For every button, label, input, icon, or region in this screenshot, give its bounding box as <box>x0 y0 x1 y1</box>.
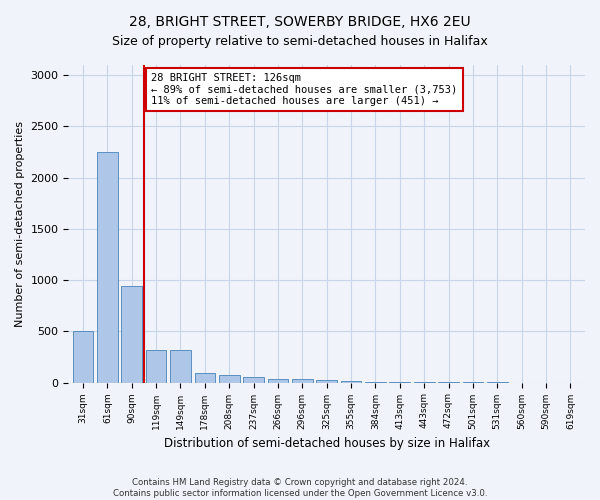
Bar <box>316 380 337 382</box>
Text: 28, BRIGHT STREET, SOWERBY BRIDGE, HX6 2EU: 28, BRIGHT STREET, SOWERBY BRIDGE, HX6 2… <box>129 15 471 29</box>
Bar <box>121 286 142 382</box>
Bar <box>97 152 118 382</box>
Bar <box>341 380 361 382</box>
Bar <box>73 332 94 382</box>
Text: 28 BRIGHT STREET: 126sqm
← 89% of semi-detached houses are smaller (3,753)
11% o: 28 BRIGHT STREET: 126sqm ← 89% of semi-d… <box>151 73 458 106</box>
Text: Contains HM Land Registry data © Crown copyright and database right 2024.
Contai: Contains HM Land Registry data © Crown c… <box>113 478 487 498</box>
Bar <box>146 350 166 382</box>
Bar <box>268 379 289 382</box>
Bar <box>219 375 239 382</box>
Bar <box>170 350 191 382</box>
Bar <box>243 377 264 382</box>
X-axis label: Distribution of semi-detached houses by size in Halifax: Distribution of semi-detached houses by … <box>164 437 490 450</box>
Y-axis label: Number of semi-detached properties: Number of semi-detached properties <box>15 121 25 327</box>
Bar <box>292 380 313 382</box>
Bar <box>194 374 215 382</box>
Text: Size of property relative to semi-detached houses in Halifax: Size of property relative to semi-detach… <box>112 35 488 48</box>
